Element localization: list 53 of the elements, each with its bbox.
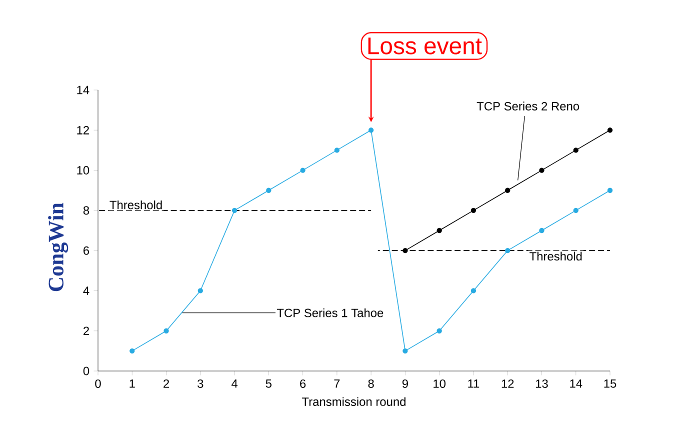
x-tick-label: 13	[536, 379, 548, 388]
text: TCP Series 2 Reno	[476, 102, 580, 110]
point	[470, 288, 476, 294]
point	[368, 128, 374, 133]
y-tick-label: 0	[83, 366, 90, 376]
x-tick-label: 3	[198, 379, 204, 388]
point	[232, 208, 238, 214]
point	[300, 168, 306, 173]
x-axis-title: Transmission round	[302, 397, 406, 406]
y-tick-label: 8	[83, 206, 90, 215]
series-label: Threshold	[530, 252, 582, 261]
y-tick-label: 2	[84, 326, 89, 336]
point	[436, 228, 442, 234]
x-tick-label: 5	[266, 379, 272, 388]
series-label: TCP Series 1 Tahoe	[276, 308, 384, 318]
point	[573, 208, 578, 214]
y-tick-label: 12	[77, 126, 89, 134]
point	[505, 248, 510, 254]
point	[505, 188, 510, 193]
point	[539, 228, 544, 234]
x-tick-label: 11	[468, 379, 480, 388]
text: Loss event	[368, 38, 482, 54]
y-axis-title: CongWin	[48, 202, 68, 292]
point	[402, 348, 408, 354]
y-tick-label: 10	[77, 166, 90, 175]
x-tick-label: 7	[334, 379, 340, 388]
x-tick-label: 14	[570, 379, 582, 388]
x-tick-label: 6	[300, 379, 306, 388]
point	[607, 188, 613, 193]
x-tick-label: 1	[130, 379, 135, 388]
point	[539, 168, 544, 173]
x-tick-label: 2	[164, 379, 169, 388]
x-tick-label: 10	[434, 379, 446, 388]
point	[334, 148, 340, 153]
point	[266, 188, 272, 193]
point	[607, 128, 613, 133]
point	[436, 328, 442, 334]
x-tick-label: 12	[502, 379, 514, 388]
x-tick-label: 15	[604, 379, 616, 388]
y-tick-label: 4	[83, 286, 90, 295]
point	[130, 348, 135, 354]
x-tick-label: 0	[95, 379, 101, 388]
point	[198, 288, 203, 294]
y-tick-label: 14	[77, 86, 90, 94]
x-tick-label: 8	[368, 379, 374, 388]
point	[573, 148, 578, 153]
point	[470, 208, 476, 214]
series-label: Threshold	[110, 200, 162, 210]
x-tick-label: 4	[231, 379, 238, 388]
x-tick-label: 9	[402, 379, 408, 388]
y-tick-label: 6	[84, 246, 90, 255]
point	[402, 248, 408, 254]
point	[164, 328, 169, 334]
